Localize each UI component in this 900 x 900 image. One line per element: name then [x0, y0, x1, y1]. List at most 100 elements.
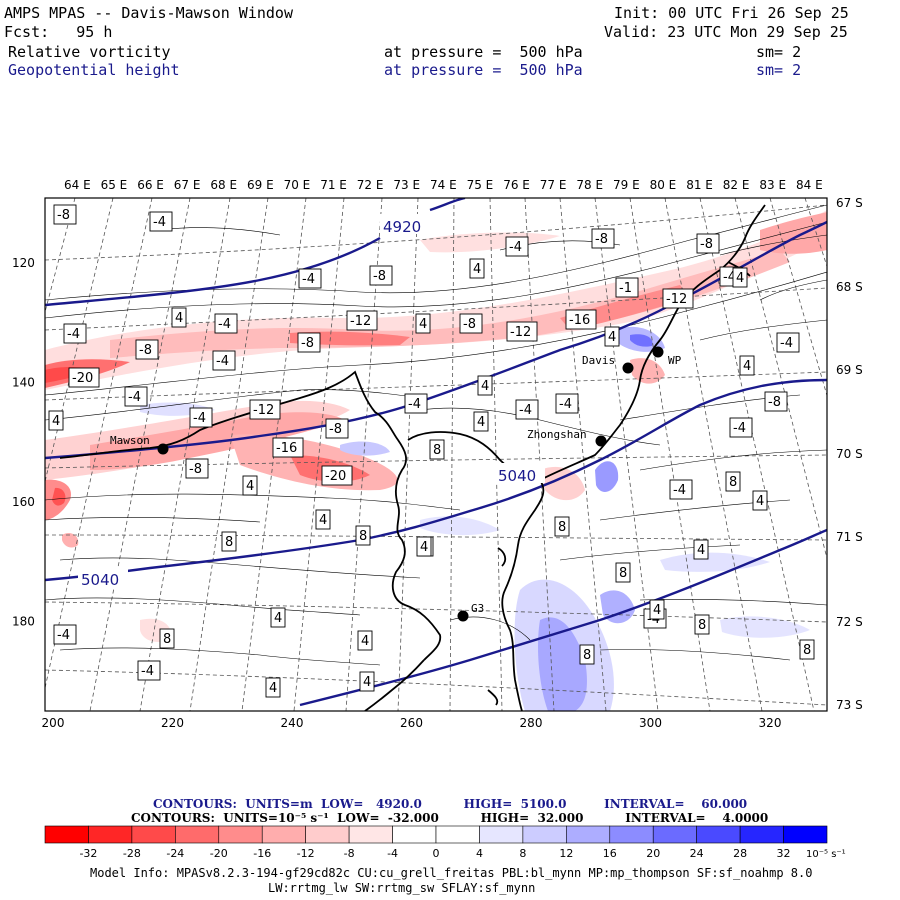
right-axis-label: 67 S — [836, 196, 863, 210]
station-markers — [157, 346, 664, 622]
vorticity-label: -4 — [63, 323, 87, 344]
vorticity-label: 4 — [315, 509, 331, 530]
wp-marker — [652, 346, 664, 358]
davis-label: Davis — [582, 354, 615, 367]
bottom-axis-label: 220 — [161, 716, 184, 730]
field1-level: at pressure = 500 hPa — [384, 43, 583, 61]
top-axis-label: 71 E — [320, 178, 347, 192]
svg-text:4: 4 — [477, 415, 485, 430]
colorbar-tick: 16 — [603, 847, 617, 860]
vorticity-label: -8 — [369, 265, 393, 286]
valid-time: Valid: 23 UTC Mon 29 Sep 25 — [604, 23, 848, 41]
vorticity-label: 8 — [221, 531, 237, 552]
vorticity-label: -4 — [149, 211, 173, 232]
svg-text:8: 8 — [698, 618, 706, 633]
vorticity-label: 4 — [739, 355, 755, 376]
vorticity-label: -12 — [346, 310, 378, 331]
svg-text:-8: -8 — [595, 232, 608, 247]
svg-text:4: 4 — [274, 611, 282, 626]
svg-text:8: 8 — [433, 443, 441, 458]
svg-text:4: 4 — [175, 311, 183, 326]
top-axis-label: 75 E — [467, 178, 494, 192]
colorbar-tick: -32 — [79, 847, 97, 860]
svg-text:4: 4 — [653, 603, 661, 618]
height-label-5040-a: 5040 — [498, 467, 536, 485]
vorticity-label: -4 — [298, 268, 322, 289]
vorticity-label: -8 — [325, 418, 349, 439]
wp-label: WP — [668, 354, 682, 367]
svg-text:8: 8 — [225, 535, 233, 550]
colorbar-tick: -28 — [123, 847, 141, 860]
vorticity-label: -4 — [189, 407, 213, 428]
zhongshan-marker — [595, 435, 607, 447]
colorbar-bin — [392, 825, 437, 844]
left-axis-label: 120 — [12, 256, 35, 270]
colorbar-bin — [131, 825, 176, 844]
svg-text:-8: -8 — [301, 336, 314, 351]
bottom-axis-label: 200 — [42, 716, 65, 730]
svg-text:4: 4 — [419, 317, 427, 332]
vorticity-label: 4 — [416, 536, 432, 557]
vorticity-label: 4 — [48, 410, 64, 431]
svg-text:4: 4 — [246, 479, 254, 494]
svg-text:-4: -4 — [673, 483, 686, 498]
colorbar-unit: 10⁻⁵ s⁻¹ — [806, 849, 846, 860]
mawson-label: Mawson — [110, 434, 150, 447]
top-axis-label: 76 E — [503, 178, 530, 192]
model-info-physics: LW:rrtmg_lw SW:rrtmg_sw SFLAY:sf_mynn — [268, 881, 536, 895]
colorbar-tick: 0 — [433, 847, 440, 860]
vorticity-label: 8 — [799, 639, 815, 660]
top-axis-label: 81 E — [686, 178, 713, 192]
init-time: Init: 00 UTC Fri 26 Sep 25 — [614, 4, 849, 22]
svg-text:-12: -12 — [510, 325, 531, 340]
svg-text:-8: -8 — [139, 343, 152, 358]
colorbar-tick: -24 — [166, 847, 184, 860]
colorbar-tick: -20 — [210, 847, 228, 860]
chart-title: AMPS MPAS -- Davis-Mawson Window — [4, 4, 293, 22]
svg-text:-12: -12 — [666, 292, 687, 307]
vorticity-label: -16 — [565, 309, 597, 330]
svg-text:-8: -8 — [373, 269, 386, 284]
height-label-4920: 4920 — [383, 218, 421, 236]
vorticity-label: 4 — [649, 599, 665, 620]
svg-text:4: 4 — [481, 379, 489, 394]
bottom-axis-label: 240 — [281, 716, 304, 730]
field2-name: Geopotential height — [8, 61, 180, 79]
colorbar-bin — [696, 825, 741, 844]
colorbar-bin — [261, 825, 306, 844]
coastline — [59, 204, 766, 711]
svg-text:8: 8 — [558, 520, 566, 535]
right-axis-label: 68 S — [836, 280, 863, 294]
colorbar-bin — [522, 825, 567, 844]
colorbar-tick: 24 — [690, 847, 704, 860]
colorbar-bin — [348, 825, 393, 844]
height-contour-info: CONTOURS: UNITS=m LOW= 4920.0 HIGH= 5100… — [153, 797, 748, 811]
vorticity-label: -4 — [212, 350, 236, 371]
vorticity-label: 4 — [242, 475, 258, 496]
top-axis-label: 64 E — [64, 178, 91, 192]
colorbar-tick: -16 — [253, 847, 271, 860]
station-labels: Mawson Davis Zhongshan G3 WP — [110, 354, 682, 615]
svg-text:-8: -8 — [768, 395, 781, 410]
colorbar-tick: 4 — [476, 847, 483, 860]
vorticity-label: -8 — [53, 204, 77, 225]
vorticity-label: -4 — [555, 393, 579, 414]
left-axis-label: 160 — [12, 495, 35, 509]
colorbar-bin — [175, 825, 220, 844]
svg-text:-12: -12 — [350, 314, 371, 329]
g3-label: G3 — [471, 602, 484, 615]
svg-text:8: 8 — [619, 566, 627, 581]
colorbar-tick: 20 — [646, 847, 660, 860]
svg-text:-4: -4 — [57, 628, 70, 643]
forecast-hour: Fcst: 95 h — [4, 23, 113, 41]
svg-text:-4: -4 — [216, 354, 229, 369]
top-axis-label: 73 E — [393, 178, 420, 192]
vorticity-label: 8 — [725, 471, 741, 492]
vorticity-label: -4 — [124, 386, 148, 407]
vorticity-label: 8 — [694, 614, 710, 635]
right-axis-label: 72 S — [836, 615, 863, 629]
colorbar-bin — [783, 825, 828, 844]
colorbar-tick: 8 — [519, 847, 526, 860]
map-content: Mawson Davis Zhongshan G3 WP 4920 5040 5… — [45, 198, 827, 711]
